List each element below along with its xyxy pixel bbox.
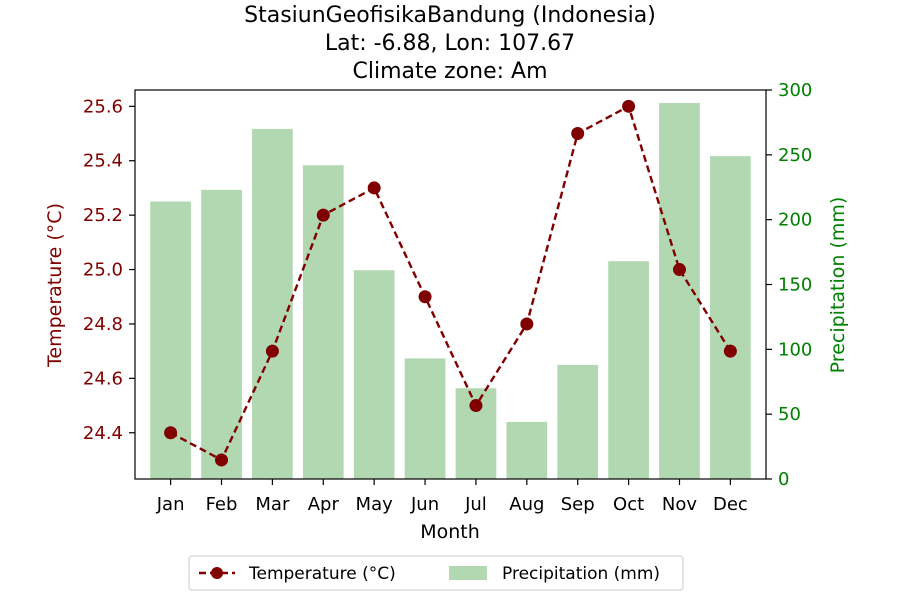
- right-tick-label: 300: [778, 80, 812, 101]
- temperature-line: [170, 104, 732, 462]
- legend: Temperature (°C) Precipitation (mm): [188, 555, 684, 591]
- y-axis-label-left: Temperature (°C): [44, 203, 66, 368]
- precipitation-bar-sep: [557, 364, 599, 479]
- temperature-point-jul: [469, 399, 483, 413]
- x-tick-label-apr: Apr: [308, 494, 340, 515]
- legend-precipitation-swatch-icon: [449, 566, 487, 580]
- x-tick-label-nov: Nov: [662, 494, 697, 515]
- legend-box: [188, 555, 684, 591]
- temperature-point-mar: [265, 344, 279, 358]
- left-tick-label: 24.8: [83, 314, 123, 335]
- temperature-point-jan: [164, 426, 178, 440]
- temperature-point-jun: [418, 290, 432, 304]
- left-tick-label: 25.6: [83, 96, 123, 117]
- y-axis-label-right: Precipitation (mm): [827, 197, 849, 374]
- temperature-point-aug: [520, 317, 534, 331]
- right-tick-label: 0: [778, 469, 789, 490]
- left-axis-ticks: 24.4 24.6 24.8 25.0 25.2 25.4 25.6: [83, 96, 135, 444]
- chart-title-line-1: StasiunGeofisikaBandung (Indonesia): [244, 3, 656, 28]
- left-tick-label: 25.0: [83, 260, 123, 281]
- left-tick-label: 25.2: [83, 205, 123, 226]
- x-tick-label-jan: Jan: [156, 494, 185, 515]
- right-tick-label: 250: [778, 145, 812, 166]
- x-axis-label: Month: [420, 521, 480, 543]
- chart-title-line-3: Climate zone: Am: [352, 59, 547, 84]
- x-tick-label-may: May: [356, 494, 394, 515]
- legend-temperature-label: Temperature (°C): [248, 564, 396, 584]
- right-tick-label: 100: [778, 339, 812, 360]
- left-tick-label: 24.4: [83, 423, 123, 444]
- x-tick-label-feb: Feb: [206, 494, 238, 515]
- legend-precipitation-label: Precipitation (mm): [502, 564, 660, 584]
- left-tick-label: 24.6: [83, 368, 123, 389]
- precipitation-bars: [150, 102, 751, 480]
- precipitation-bar-jun: [404, 358, 446, 479]
- x-tick-label-sep: Sep: [561, 494, 595, 515]
- temperature-point-nov: [672, 263, 686, 277]
- chart-title-line-2: Lat: -6.88, Lon: 107.67: [325, 31, 575, 56]
- right-tick-label: 200: [778, 210, 812, 231]
- right-tick-label: 50: [778, 404, 801, 425]
- precipitation-bar-aug: [506, 421, 548, 479]
- left-tick-label: 25.4: [83, 151, 123, 172]
- precipitation-bar-feb: [201, 189, 242, 480]
- precipitation-bar-mar: [252, 128, 293, 479]
- temperature-point-feb: [215, 453, 229, 467]
- x-tick-label-aug: Aug: [509, 494, 544, 515]
- right-tick-label: 150: [778, 275, 812, 296]
- x-tick-label-dec: Dec: [713, 494, 748, 515]
- precipitation-bar-may: [353, 270, 395, 479]
- x-tick-label-mar: Mar: [255, 494, 290, 515]
- temperature-point-oct: [622, 99, 636, 113]
- right-axis-ticks: 0 50 100 150 200 250 300: [766, 80, 812, 490]
- precipitation-bar-dec: [710, 156, 751, 479]
- temperature-point-sep: [571, 127, 585, 141]
- x-tick-label-jul: Jul: [464, 494, 487, 515]
- legend-temperature-marker-icon: [211, 567, 223, 579]
- temperature-series: [164, 99, 737, 467]
- temperature-point-dec: [723, 344, 737, 358]
- x-tick-label-oct: Oct: [613, 494, 644, 515]
- temperature-point-apr: [316, 208, 330, 222]
- temperature-point-may: [367, 181, 381, 195]
- x-axis-ticks: Jan Feb Mar Apr May Jun Jul Aug Sep Oct Nov Dec: [156, 479, 748, 515]
- precipitation-bar-oct: [608, 261, 649, 479]
- x-tick-label-jun: Jun: [410, 494, 439, 515]
